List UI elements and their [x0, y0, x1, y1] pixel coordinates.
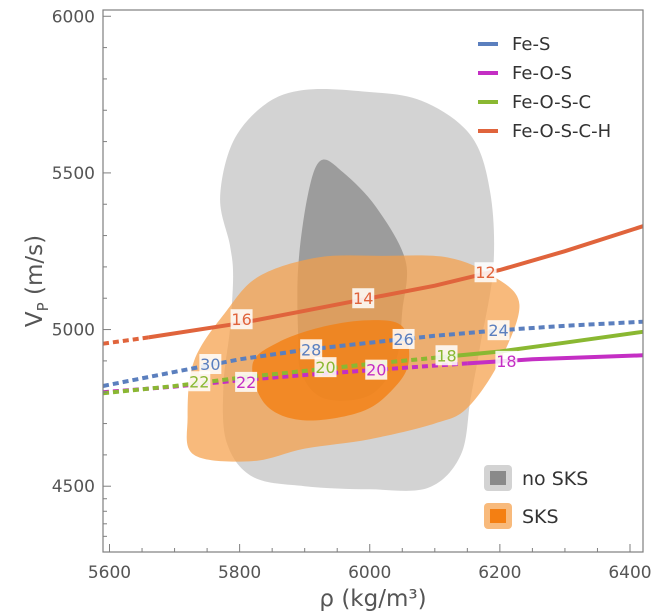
legend-label: SKS	[522, 506, 559, 528]
axis-ticks: 5600 5800 6000 6200 6400 4500 5000 5500 6000	[52, 7, 652, 583]
legend-item-no-sks: no SKS	[484, 465, 588, 491]
x-tick-label: 5800	[218, 563, 261, 583]
legend-item-fe-o-s-c: Fe-O-S-C	[478, 92, 591, 113]
legend-item-fe-o-s: Fe-O-S	[478, 63, 572, 84]
legend-label: Fe-O-S-C	[512, 92, 591, 113]
label-fe-o-s-c-20: 20	[314, 357, 337, 378]
label-fe-o-s-18: 18	[495, 350, 518, 371]
legend-label: Fe-S	[512, 34, 550, 55]
legend-regions: no SKS SKS	[484, 465, 588, 529]
legend-label: Fe-O-S-C-H	[512, 121, 611, 142]
label-fe-s-26: 26	[392, 328, 415, 349]
series-fe-o-s-c-h-dashed	[102, 335, 149, 346]
svg-text:22: 22	[236, 373, 256, 392]
x-tick-label: 6000	[348, 563, 391, 583]
axis-titles: ρ (kg/m³) VP (m/s)	[22, 235, 427, 612]
label-fe-o-s-c-h-14: 14	[352, 288, 375, 309]
y-axis-title: VP (m/s)	[22, 235, 52, 327]
x-tick-label: 6200	[478, 563, 521, 583]
y-axis-title-main: V	[22, 311, 48, 327]
legend-item-sks: SKS	[484, 503, 559, 529]
y-tick-label: 5000	[52, 321, 95, 341]
label-fe-s-30: 30	[199, 354, 222, 375]
y-tick-label: 6000	[52, 7, 95, 27]
legend-series: Fe-S Fe-O-S Fe-O-S-C Fe-O-S-C-H	[478, 34, 611, 142]
y-axis-title-rest: (m/s)	[22, 235, 48, 302]
svg-text:24: 24	[488, 321, 508, 340]
series-fe-o-s-c-dashed	[102, 355, 435, 396]
series-fe-o-s-solid	[467, 353, 644, 366]
label-fe-s-28: 28	[300, 339, 323, 360]
svg-text:16: 16	[231, 310, 251, 329]
label-fe-o-s-22: 22	[235, 371, 258, 392]
label-fe-o-s-c-18: 18	[435, 345, 458, 366]
svg-text:18: 18	[436, 346, 456, 365]
svg-text:14: 14	[353, 289, 373, 308]
svg-text:30: 30	[200, 355, 220, 374]
legend-item-fe-o-s-c-h: Fe-O-S-C-H	[478, 121, 611, 142]
label-fe-s-24: 24	[487, 320, 510, 341]
legend-item-fe-s: Fe-S	[478, 34, 550, 55]
svg-text:20: 20	[366, 361, 386, 380]
legend-swatch-inner	[490, 509, 506, 523]
series-fe-o-s-c-solid	[434, 329, 644, 360]
svg-text:26: 26	[393, 330, 413, 349]
y-tick-label: 5500	[52, 164, 95, 184]
svg-text:12: 12	[475, 263, 495, 282]
svg-text:22: 22	[189, 372, 209, 391]
x-tick-label: 6400	[608, 563, 651, 583]
series-fe-s-dashed	[102, 319, 644, 388]
label-fe-o-s-c-22: 22	[188, 371, 211, 392]
svg-text:18: 18	[496, 352, 516, 371]
svg-text:28: 28	[301, 340, 321, 359]
y-axis-title-sub: P	[34, 302, 52, 311]
y-tick-label: 4500	[52, 477, 95, 497]
x-axis-title: ρ (kg/m³)	[319, 586, 426, 612]
series-point-labels: 30 28 26 24 22 20 18 22 20 18 16 14 12	[188, 262, 518, 392]
label-fe-o-s-c-h-12: 12	[474, 262, 497, 283]
legend-swatch-inner	[490, 471, 506, 485]
label-fe-o-s-c-h-16: 16	[230, 309, 253, 330]
legend-label: no SKS	[522, 468, 588, 490]
x-tick-label: 5600	[88, 563, 131, 583]
label-fe-o-s-20: 20	[365, 359, 388, 380]
svg-text:20: 20	[315, 358, 335, 377]
legend-label: Fe-O-S	[512, 63, 572, 84]
plot-frame	[102, 9, 644, 553]
